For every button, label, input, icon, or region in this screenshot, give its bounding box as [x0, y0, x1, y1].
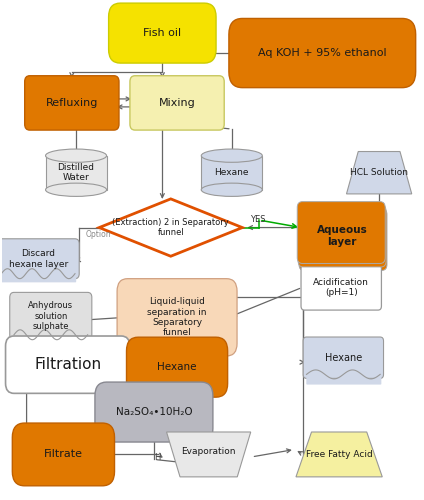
Text: Filtrate: Filtrate: [44, 450, 83, 460]
FancyBboxPatch shape: [130, 76, 224, 130]
FancyBboxPatch shape: [301, 264, 382, 310]
Text: Anhydrous
solution
sulphate: Anhydrous solution sulphate: [28, 302, 73, 331]
FancyBboxPatch shape: [117, 278, 237, 356]
Text: Filtration: Filtration: [34, 357, 101, 372]
Text: Distilled
Water: Distilled Water: [58, 163, 95, 182]
FancyBboxPatch shape: [12, 423, 114, 486]
Text: Fish oil: Fish oil: [143, 28, 181, 38]
Polygon shape: [99, 199, 242, 256]
Polygon shape: [167, 432, 251, 477]
Text: Refluxing: Refluxing: [46, 98, 98, 108]
FancyBboxPatch shape: [297, 202, 385, 264]
Text: Mixing: Mixing: [159, 98, 195, 108]
Ellipse shape: [45, 183, 106, 196]
Text: Aqueous
layer: Aqueous layer: [317, 225, 368, 247]
Text: Hexane: Hexane: [325, 353, 362, 363]
Text: Evaporation: Evaporation: [181, 448, 236, 456]
Text: (Extraction) 2 in Separatory
funnel: (Extraction) 2 in Separatory funnel: [112, 218, 229, 238]
Text: Aq KOH + 95% ethanol: Aq KOH + 95% ethanol: [258, 48, 387, 58]
Bar: [201, 156, 262, 190]
Text: Free Fatty Acid: Free Fatty Acid: [306, 450, 373, 459]
Ellipse shape: [201, 183, 262, 196]
Ellipse shape: [201, 149, 262, 162]
Text: Liquid-liquid
separation in
Separatory
funnel: Liquid-liquid separation in Separatory f…: [147, 297, 207, 338]
Text: Na₂SO₄•10H₂O: Na₂SO₄•10H₂O: [116, 407, 192, 417]
FancyBboxPatch shape: [25, 76, 119, 130]
FancyBboxPatch shape: [0, 239, 79, 279]
Text: HCL Solution: HCL Solution: [350, 168, 408, 177]
Text: H: H: [154, 454, 160, 462]
Ellipse shape: [45, 149, 106, 162]
FancyBboxPatch shape: [95, 382, 213, 442]
FancyBboxPatch shape: [109, 3, 216, 63]
Text: Acidification
(pH=1): Acidification (pH=1): [313, 278, 369, 297]
FancyBboxPatch shape: [10, 292, 92, 340]
FancyBboxPatch shape: [303, 337, 384, 378]
Polygon shape: [346, 152, 412, 194]
FancyBboxPatch shape: [229, 18, 416, 87]
Bar: [45, 156, 106, 190]
Text: Hexane: Hexane: [157, 362, 197, 372]
Text: Discard
hexane layer: Discard hexane layer: [8, 250, 68, 268]
FancyBboxPatch shape: [298, 205, 386, 267]
Text: Option: Option: [86, 230, 111, 238]
FancyBboxPatch shape: [126, 337, 228, 397]
FancyBboxPatch shape: [6, 336, 130, 394]
Polygon shape: [296, 432, 382, 477]
Text: YES: YES: [250, 214, 265, 224]
Text: Hexane: Hexane: [215, 168, 249, 177]
FancyBboxPatch shape: [299, 208, 387, 270]
